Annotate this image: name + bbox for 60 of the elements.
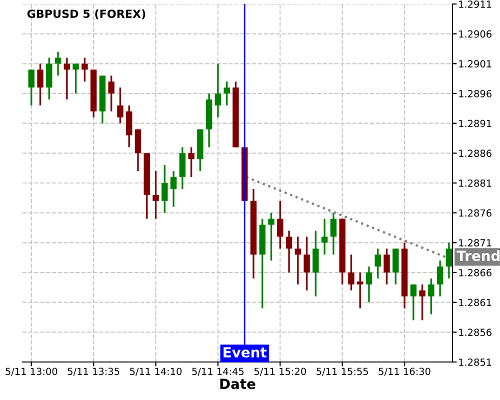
candlestick xyxy=(64,56,70,100)
candlestick xyxy=(108,74,114,112)
x-tick-label: 5/11 13:00 xyxy=(6,368,58,376)
candlestick xyxy=(384,248,390,286)
y-tick-label: 1.2886 xyxy=(459,150,492,157)
y-tick-label: 1.2901 xyxy=(459,60,492,68)
candlestick xyxy=(410,284,417,322)
candlestick xyxy=(321,218,328,256)
candlestick xyxy=(179,146,186,190)
candlestick xyxy=(152,170,159,220)
candlestick xyxy=(188,146,194,178)
chart-title: GBPUSD 5 (FOREX) xyxy=(27,9,146,20)
candlestick xyxy=(214,62,222,118)
candlestick xyxy=(294,236,302,286)
y-tick-label: 1.2856 xyxy=(459,328,492,336)
y-tick-label: 1.2861 xyxy=(459,298,492,306)
y-tick-label: 1.2876 xyxy=(459,209,492,217)
candlestick xyxy=(428,278,434,316)
y-tick-label: 1.2866 xyxy=(459,268,492,276)
x-tick-label: 5/11 13:35 xyxy=(68,368,120,376)
y-tick-label: 1.2906 xyxy=(459,30,492,38)
y-tick-label: 1.2851 xyxy=(459,358,492,366)
candlestick xyxy=(312,230,319,298)
x-axis-title: Date xyxy=(220,378,256,390)
candlestick xyxy=(330,212,337,256)
x-tick-label: 5/11 14:10 xyxy=(130,368,182,376)
candlestick xyxy=(374,248,381,280)
candlestick xyxy=(277,200,284,250)
candlestick xyxy=(356,272,364,310)
y-tick-label: 1.2911 xyxy=(459,0,492,8)
candlestick xyxy=(436,260,444,298)
candlestick xyxy=(134,128,142,172)
candlestick xyxy=(348,254,354,292)
x-tick-label: 5/11 15:20 xyxy=(254,368,306,376)
candlestick xyxy=(117,86,124,124)
candlestick xyxy=(392,248,399,286)
candlestick xyxy=(366,266,372,304)
candlestick xyxy=(304,236,310,292)
y-tick-label: 1.2891 xyxy=(459,120,492,128)
series-label: Trend xyxy=(456,250,500,262)
x-tick-label: 5/11 14:45 xyxy=(192,368,244,376)
candlestick xyxy=(162,164,168,214)
candlestick xyxy=(419,284,426,322)
candlestick xyxy=(37,62,44,106)
candlestick xyxy=(126,104,132,148)
ref-line-label: Event xyxy=(224,347,267,358)
candlestick xyxy=(286,230,292,274)
candlestick xyxy=(224,80,230,106)
candlestick xyxy=(268,212,274,262)
candlestick xyxy=(46,56,52,100)
candlestick xyxy=(170,170,177,208)
x-tick-label: 5/11 16:30 xyxy=(378,368,430,376)
candlestick xyxy=(54,50,62,76)
y-tick-label: 1.2896 xyxy=(459,90,492,98)
x-tick-label: 5/11 15:55 xyxy=(316,368,368,376)
candlestick xyxy=(72,62,79,94)
candlestick xyxy=(28,68,34,106)
y-tick-label: 1.2881 xyxy=(459,179,492,187)
y-tick-label: 1.2871 xyxy=(459,239,492,246)
candlestick xyxy=(82,56,88,82)
